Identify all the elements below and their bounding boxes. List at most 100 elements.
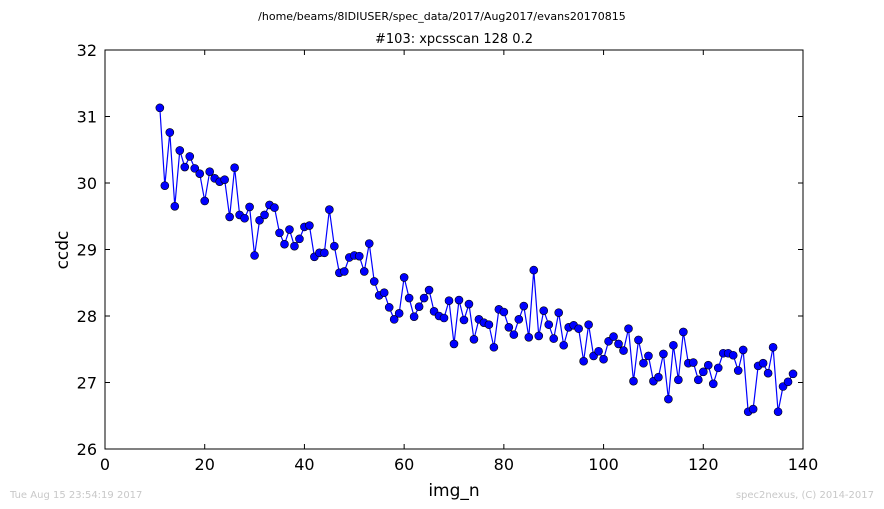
data-point [609, 332, 618, 341]
data-point [499, 307, 509, 317]
data-point [634, 335, 643, 345]
data-point [369, 277, 379, 286]
x-tick-label: 120 [688, 455, 719, 474]
data-point [155, 103, 165, 113]
data-point [200, 196, 210, 206]
data-point [295, 234, 304, 244]
data-point [354, 251, 364, 261]
data-point [414, 302, 424, 311]
data-point [669, 340, 678, 350]
data-point [205, 167, 214, 176]
data-layer [155, 103, 798, 417]
data-point [644, 351, 653, 361]
data-point [364, 239, 374, 248]
plot-frame [104, 49, 804, 450]
data-point [270, 203, 279, 212]
data-point [260, 210, 269, 220]
x-axis-label: img_n [428, 481, 479, 501]
data-point [594, 346, 603, 356]
y-tick-label: 28 [77, 307, 97, 326]
data-point [175, 146, 185, 155]
data-point [534, 331, 544, 341]
data-point [529, 265, 539, 275]
y-tick-label: 26 [77, 440, 97, 459]
data-point [305, 221, 314, 230]
data-point [320, 248, 329, 258]
data-point [454, 295, 464, 305]
data-point [664, 394, 673, 404]
footer-timestamp: Tue Aug 15 23:54:19 2017 [9, 490, 142, 501]
x-tick-label: 20 [195, 455, 215, 474]
data-point [389, 315, 399, 324]
x-axis: 0 20 40 60 80 100 120 140 [100, 50, 818, 474]
data-point [489, 342, 499, 352]
data-point [554, 308, 564, 317]
data-point [190, 164, 200, 173]
series-line [159, 107, 794, 413]
data-point [773, 407, 783, 417]
data-point [240, 213, 249, 223]
data-point [419, 293, 429, 303]
data-point [444, 296, 454, 306]
data-point [579, 356, 588, 366]
data-point [469, 334, 479, 344]
data-point [733, 366, 743, 375]
footer-credit: spec2nexus, (C) 2014-2017 [736, 490, 874, 501]
data-point [783, 377, 793, 387]
data-point [698, 367, 708, 377]
data-point [359, 267, 369, 276]
data-point [708, 379, 718, 389]
data-point [280, 239, 289, 249]
y-tick-label: 29 [77, 241, 97, 260]
data-point [674, 375, 683, 385]
data-point [384, 303, 394, 312]
data-point [654, 372, 663, 382]
data-point [165, 128, 175, 137]
data-point [659, 349, 668, 359]
data-point [539, 306, 549, 315]
data-point [559, 340, 568, 350]
data-point [285, 225, 294, 234]
y-tick-label: 27 [77, 374, 97, 393]
data-point [768, 342, 778, 352]
data-point [275, 228, 284, 238]
data-point [250, 251, 259, 260]
data-point [160, 181, 170, 190]
data-point [230, 163, 239, 172]
data-point [379, 288, 389, 298]
data-point [519, 301, 529, 311]
data-point [599, 354, 608, 364]
data-point [584, 320, 593, 329]
data-point [409, 312, 419, 321]
data-point [399, 273, 409, 282]
data-point [703, 360, 713, 370]
x-tick-label: 100 [588, 455, 619, 474]
data-point [763, 368, 773, 378]
data-point [220, 175, 229, 184]
x-tick-label: 0 [100, 455, 110, 474]
data-point [439, 313, 449, 323]
data-point [170, 201, 180, 211]
y-tick-label: 32 [77, 41, 97, 60]
data-point [484, 320, 494, 329]
data-point [619, 346, 628, 355]
data-point [693, 375, 703, 385]
chart-title: #103: xpcsscan 128 0.2 [375, 32, 533, 47]
data-point [449, 339, 459, 349]
data-point [758, 358, 768, 368]
data-point [748, 404, 758, 414]
data-point [340, 267, 349, 276]
data-point [225, 212, 234, 222]
file-path: /home/beams/8IDIUSER/spec_data/2017/Aug2… [258, 10, 626, 23]
data-point [624, 324, 633, 333]
x-tick-label: 40 [294, 455, 314, 474]
data-point [180, 162, 190, 172]
data-point [504, 323, 514, 332]
data-point [290, 241, 299, 251]
x-tick-label: 80 [494, 455, 514, 474]
data-point [394, 309, 404, 318]
y-tick-label: 31 [77, 108, 97, 127]
data-point [614, 339, 623, 349]
data-point [509, 330, 519, 339]
